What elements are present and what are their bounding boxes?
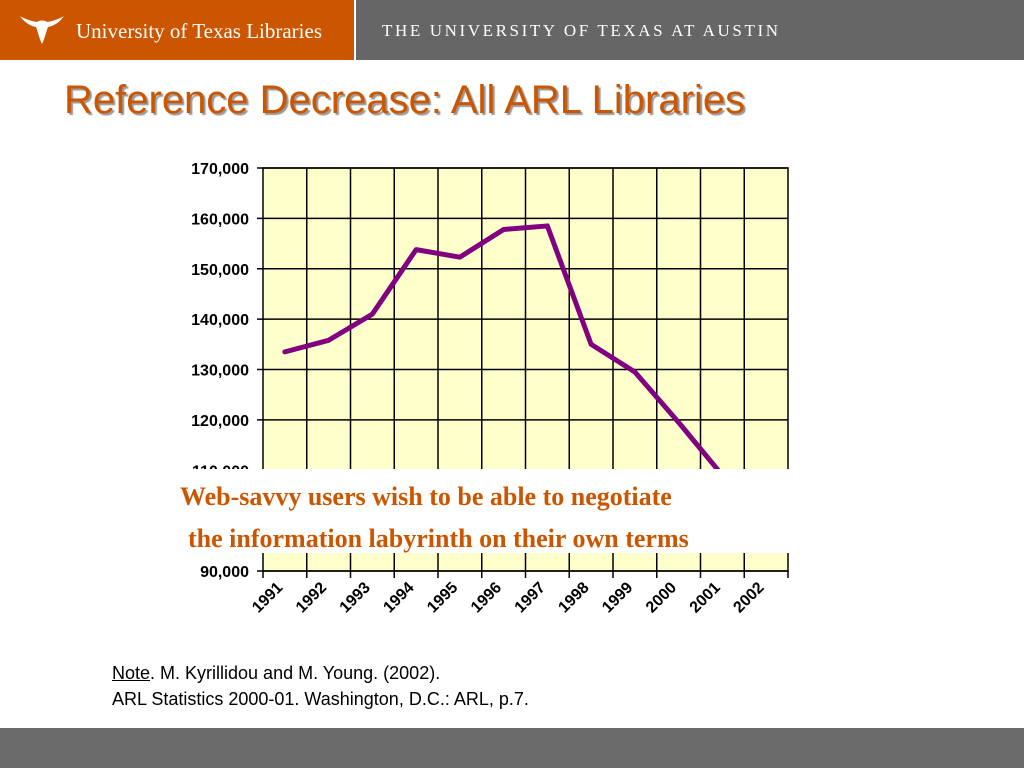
x-tick-label: 1994 [380,579,417,616]
line-chart: 90,000100,000110,000120,000130,000140,00… [150,161,870,616]
callout-line-1: Web-savvy users wish to be able to negot… [180,482,672,511]
brand-bar: University of Texas Libraries [0,0,354,60]
x-tick-label: 1998 [555,579,592,616]
x-tick-label: 1999 [599,579,636,616]
x-tick-label: 1996 [468,579,505,616]
x-axis-labels: 1991 1992 1993 1994 1995 1996 1997 1998 1999 2000… [249,579,768,616]
x-tick-label: 1995 [424,579,461,616]
note-label: Note [112,663,151,683]
x-axis-ticks [262,571,789,578]
brand-name: University of Texas Libraries [76,19,322,43]
y-tick-label: 90,000 [200,564,249,581]
y-tick-label: 170,000 [191,161,249,178]
x-tick-label: 2001 [687,579,724,616]
slide-header: University of Texas Libraries THE UNIVER… [0,0,1024,60]
longhorn-icon [20,16,64,44]
x-tick-label: 1992 [293,579,330,616]
callout-line-2: the information labyrinth on their own t… [188,524,689,553]
institution-bar: THE UNIVERSITY OF TEXAS AT AUSTIN [356,0,1024,60]
y-tick-label: 140,000 [191,312,249,329]
source-note: Note. M. Kyrillidou and M. Young. (2002)… [112,660,529,712]
x-tick-label: 1993 [337,579,374,616]
note-publication: ARL Statistics 2000-01. Washington, D.C.… [112,689,529,709]
x-tick-label: 2002 [730,579,767,616]
x-tick-label: 2000 [643,579,680,616]
y-tick-label: 120,000 [191,413,249,430]
y-tick-label: 130,000 [191,363,249,380]
y-tick-label: 150,000 [191,262,249,279]
callout-backdrop [150,469,870,553]
x-tick-label: 1991 [249,579,286,616]
series-group [282,223,725,478]
note-citation: . M. Kyrillidou and M. Young. (2002). [150,663,441,683]
y-tick-label: 160,000 [191,211,249,228]
x-tick-label: 1997 [512,579,549,616]
footer-bar [0,728,1024,768]
series-line [282,223,725,478]
institution-name: THE UNIVERSITY OF TEXAS AT AUSTIN [382,21,781,40]
slide-title: Reference Decrease: All ARL Libraries [64,78,746,122]
callout-text: Web-savvy users wish to be able to negot… [150,476,870,560]
